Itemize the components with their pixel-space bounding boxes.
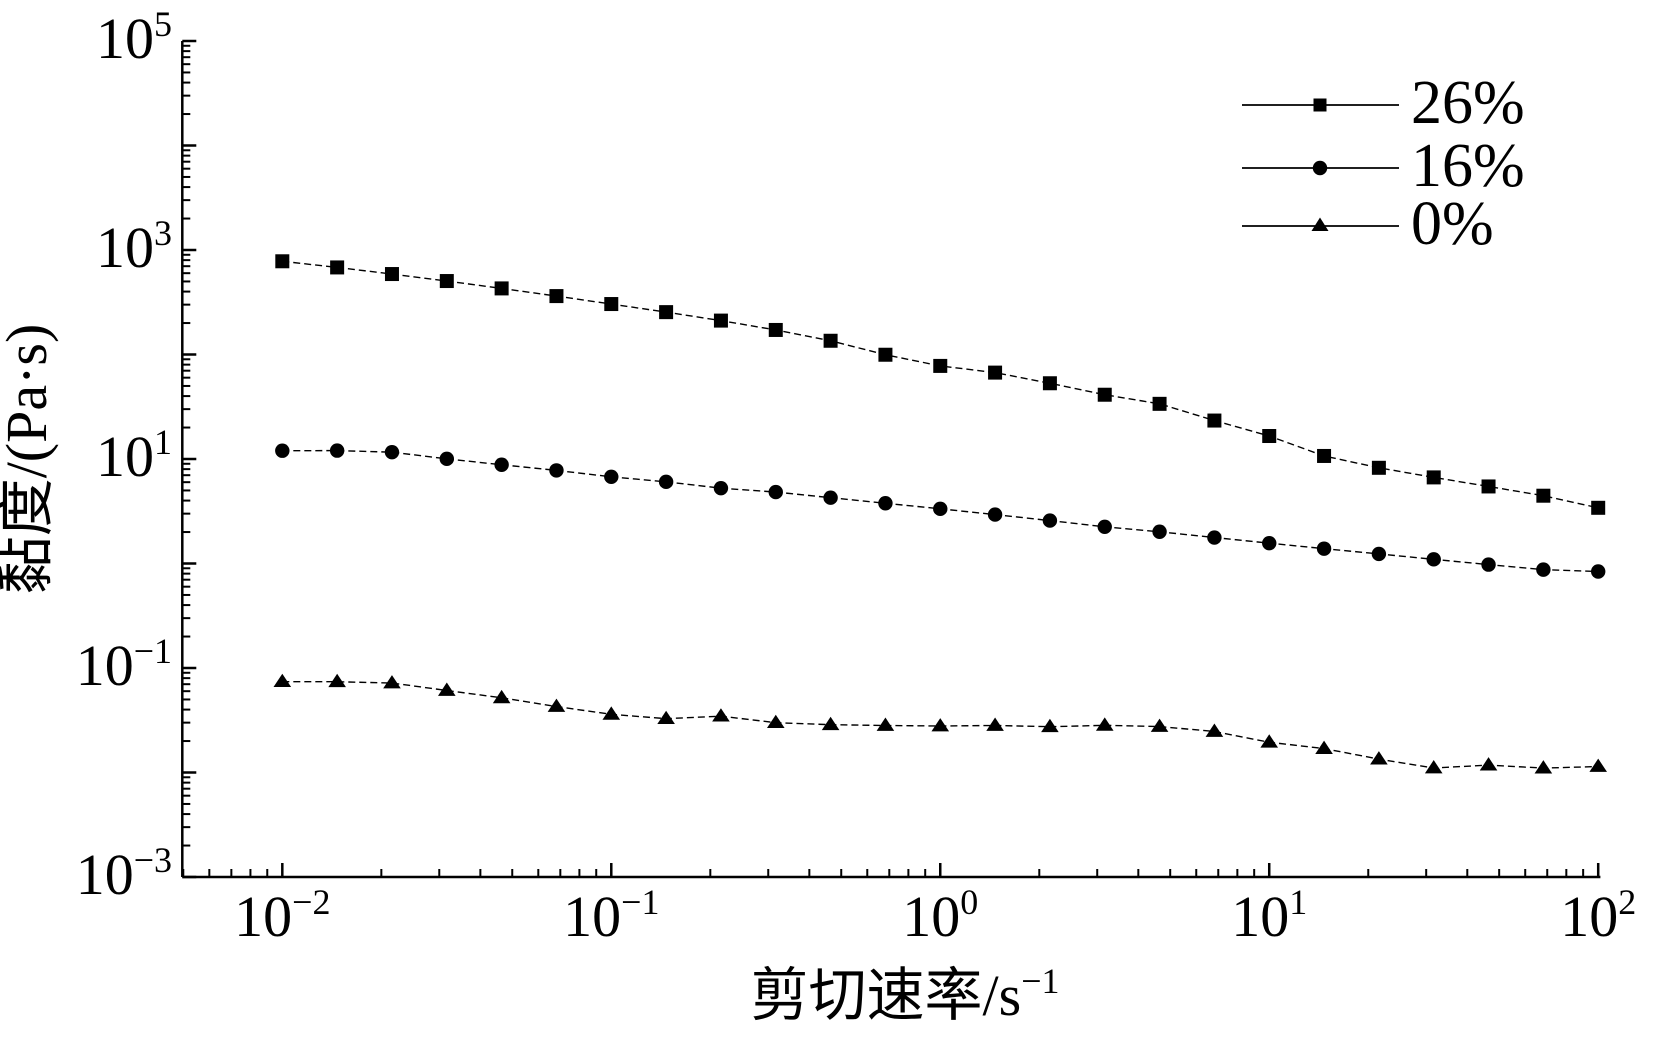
svg-text:103: 103 (96, 213, 172, 280)
svg-text:剪切速率/s−1: 剪切速率/s−1 (751, 961, 1060, 1028)
svg-text:10−1: 10−1 (76, 631, 172, 698)
svg-text:105: 105 (96, 4, 172, 71)
svg-text:10−3: 10−3 (76, 840, 172, 907)
svg-text:101: 101 (96, 422, 172, 489)
svg-text:26%: 26% (1411, 69, 1525, 137)
svg-text:黏度/(Pa·s): 黏度/(Pa·s) (0, 324, 59, 595)
svg-text:102: 102 (1560, 882, 1636, 949)
svg-text:100: 100 (902, 882, 978, 949)
svg-text:0%: 0% (1411, 190, 1494, 258)
svg-text:10−2: 10−2 (234, 882, 330, 949)
svg-text:101: 101 (1231, 882, 1307, 949)
svg-text:10−1: 10−1 (563, 882, 659, 949)
